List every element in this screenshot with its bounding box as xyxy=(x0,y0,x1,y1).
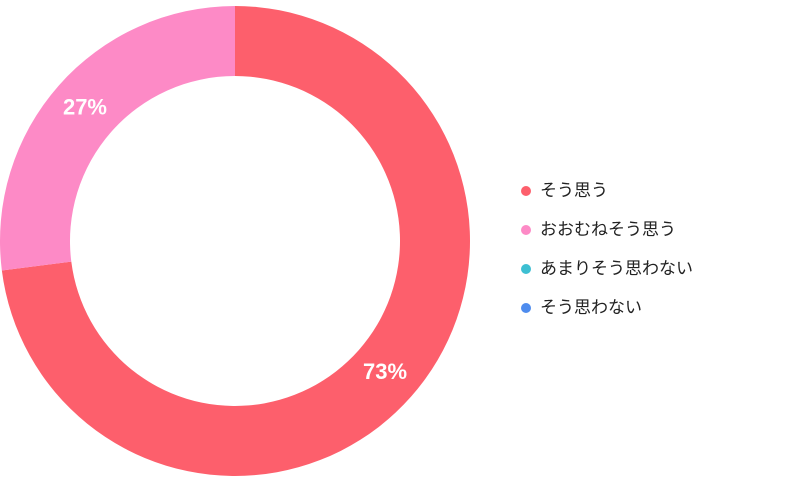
donut-slice xyxy=(0,6,235,271)
legend-marker xyxy=(521,303,531,313)
legend-label: おおむねそう思う xyxy=(540,220,676,240)
legend-marker xyxy=(521,225,531,235)
legend-label: そう思わない xyxy=(540,298,642,318)
legend-marker xyxy=(521,186,531,196)
value-label: 73% xyxy=(363,359,407,384)
legend-marker xyxy=(521,264,531,274)
donut-slice xyxy=(1,6,470,476)
legend-label: あまりそう思わない xyxy=(540,259,693,279)
legend-label: そう思う xyxy=(540,181,608,201)
value-label: 27% xyxy=(63,95,107,120)
